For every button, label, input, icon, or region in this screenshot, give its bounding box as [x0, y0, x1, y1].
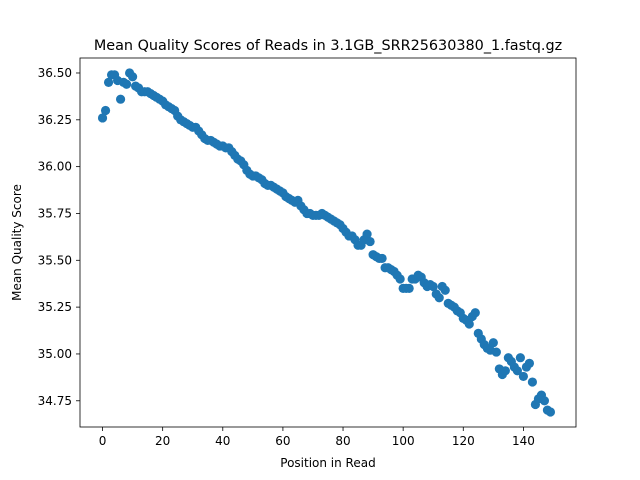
data-points: [97, 68, 556, 417]
data-point: [121, 79, 132, 89]
data-point: [103, 77, 114, 87]
y-tick-label: 36.00: [38, 160, 72, 174]
x-tick-label: 0: [99, 434, 107, 448]
x-tick-label: 100: [392, 434, 415, 448]
x-tick-label: 80: [335, 434, 350, 448]
data-point: [539, 396, 550, 406]
x-axis-title: Position in Read: [280, 456, 375, 470]
x-tick-label: 60: [275, 434, 290, 448]
data-point: [365, 236, 375, 247]
y-tick-label: 36.25: [38, 113, 72, 127]
data-point: [404, 283, 414, 293]
data-point: [527, 377, 538, 387]
y-axis-title: Mean Quality Score: [10, 184, 24, 301]
x-tick-label: 40: [215, 434, 230, 448]
data-point: [395, 274, 405, 284]
data-point: [500, 366, 510, 376]
chart-title: Mean Quality Scores of Reads in 3.1GB_SR…: [94, 38, 562, 54]
data-point: [524, 358, 535, 368]
data-point: [97, 113, 108, 123]
data-point: [428, 281, 438, 292]
data-point: [440, 285, 450, 295]
y-tick-label: 36.50: [38, 66, 72, 80]
data-point: [545, 407, 556, 417]
data-point: [434, 293, 444, 303]
data-point: [362, 229, 372, 239]
data-point: [470, 308, 480, 318]
y-tick-label: 35.75: [38, 206, 72, 220]
data-point: [464, 319, 474, 329]
y-tick-label: 35.25: [38, 300, 72, 314]
plot-area-frame: [79, 57, 577, 428]
data-point: [488, 338, 498, 348]
x-tick-label: 20: [155, 434, 170, 448]
data-point: [518, 371, 528, 382]
data-point: [128, 72, 138, 82]
axis-ticks: 0 20 40 60 80 100 120 140 34.75 35.00 35.25 35.50 35…: [38, 66, 535, 448]
data-point: [377, 253, 387, 264]
data-point: [100, 105, 111, 116]
y-tick-label: 35.50: [38, 253, 72, 267]
data-point: [115, 94, 126, 104]
data-point: [512, 366, 522, 376]
data-point: [491, 347, 501, 357]
x-tick-label: 140: [512, 434, 535, 448]
y-tick-label: 35.00: [38, 347, 72, 361]
y-tick-label: 34.75: [38, 394, 72, 408]
data-point: [515, 353, 525, 363]
x-tick-label: 120: [452, 434, 475, 448]
